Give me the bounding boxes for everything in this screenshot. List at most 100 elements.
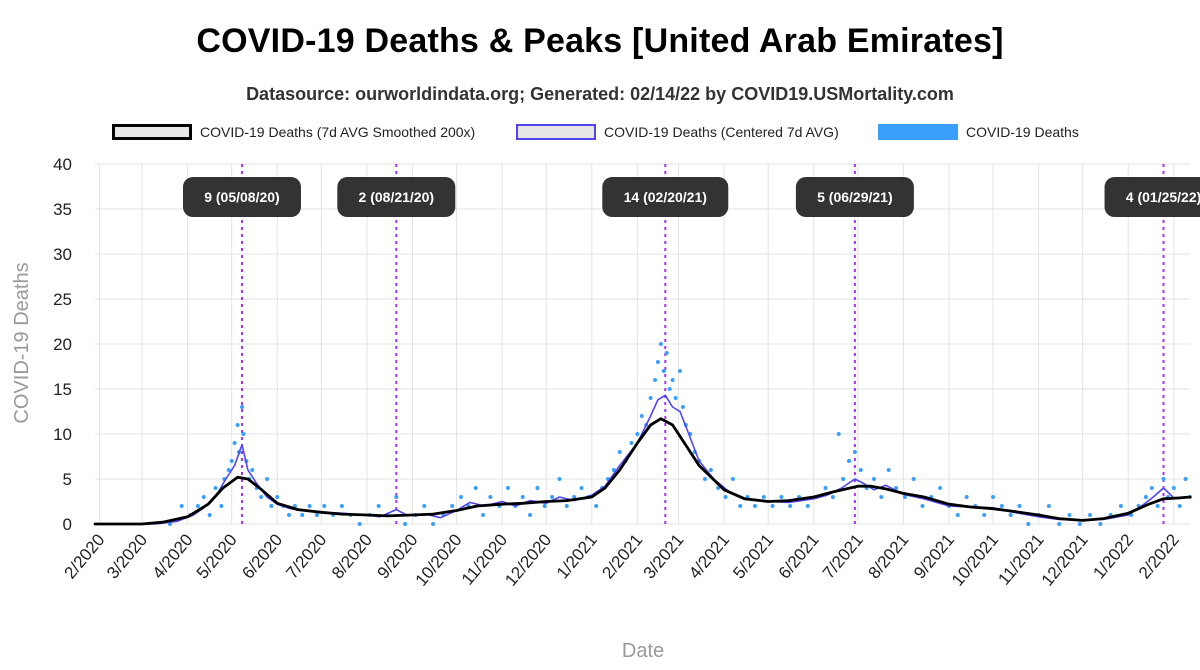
x-tick-label: 5/2021 [729, 530, 777, 582]
death-point [661, 369, 666, 373]
x-tick-label: 2/2020 [60, 530, 108, 582]
y-tick-label: 5 [63, 470, 72, 489]
death-point [579, 486, 584, 490]
death-point [702, 477, 707, 481]
death-point [481, 513, 486, 517]
death-point [858, 468, 863, 472]
x-tick-label: 8/2021 [864, 530, 912, 582]
death-point [680, 405, 685, 409]
death-point [431, 522, 436, 526]
y-tick-label: 20 [53, 335, 72, 354]
death-point [1143, 495, 1148, 499]
death-point [982, 513, 987, 517]
death-point [635, 432, 640, 436]
death-point [1088, 513, 1093, 517]
death-point [761, 495, 766, 499]
y-tick-label: 25 [53, 290, 72, 309]
death-point [770, 504, 775, 508]
death-point [1077, 522, 1082, 526]
death-point [422, 504, 427, 508]
death-point [528, 513, 533, 517]
death-point [871, 477, 876, 481]
death-point [403, 522, 408, 526]
x-tick-label: 5/2020 [193, 530, 241, 582]
x-tick-label: 6/2020 [238, 530, 286, 582]
x-tick-label: 4/2020 [149, 530, 197, 582]
peak-label-box [602, 177, 729, 217]
legend-swatch-centered [516, 124, 596, 140]
death-point [805, 504, 810, 508]
death-point [852, 450, 857, 454]
death-point [307, 504, 312, 508]
death-point [836, 432, 841, 436]
peak-label-layer: 9 (05/08/20) 2 (08/21/20) 14 (02/20/21) 5 (… [182, 177, 1200, 217]
death-point [667, 387, 672, 391]
death-point [902, 495, 907, 499]
grid-layer [95, 163, 1190, 525]
death-point [648, 396, 653, 400]
death-point [894, 486, 899, 490]
death-point [830, 495, 835, 499]
death-point [730, 477, 735, 481]
death-point [920, 504, 925, 508]
death-point [911, 477, 916, 481]
legend-item-centered: COVID-19 Deaths (Centered 7d AVG) [516, 124, 839, 140]
death-point [964, 495, 969, 499]
death-point [201, 495, 206, 499]
death-point [658, 342, 663, 346]
x-tick-label: 10/2020 [412, 530, 466, 589]
death-point [752, 504, 757, 508]
x-tick-label: 12/2020 [501, 530, 555, 589]
lines-layer [93, 394, 1192, 526]
legend-item-smoothed: COVID-19 Deaths (7d AVG Smoothed 200x) [112, 124, 475, 140]
death-point [1067, 513, 1072, 517]
death-point [738, 504, 743, 508]
x-tick-label: 2/2021 [598, 530, 646, 582]
death-point [1161, 477, 1166, 481]
death-point [213, 486, 218, 490]
death-point [1149, 486, 1154, 490]
death-point [938, 486, 943, 490]
y-tick-label: 40 [53, 155, 72, 174]
death-point [520, 495, 525, 499]
death-point [269, 504, 274, 508]
death-point [1026, 522, 1031, 526]
death-point [564, 504, 569, 508]
death-point [779, 495, 784, 499]
x-axis-title: Date [622, 640, 664, 662]
death-point [629, 441, 634, 445]
death-point [535, 486, 540, 490]
x-tick-label: 1/2022 [1089, 530, 1137, 582]
chart-legend: COVID-19 Deaths (7d AVG Smoothed 200x) C… [0, 124, 1200, 148]
death-point [1177, 504, 1182, 508]
peak-label: 4 (01/25/22) [1126, 189, 1200, 205]
death-point [670, 378, 675, 382]
x-tick-label: 3/2021 [640, 530, 688, 582]
x-tick-label: 4/2021 [685, 530, 733, 582]
death-point [1098, 522, 1103, 526]
death-point [376, 504, 381, 508]
peak-label-box [795, 177, 914, 217]
peak-label-box [337, 177, 456, 217]
death-point [847, 459, 852, 463]
death-point [241, 432, 246, 436]
y-tick-label: 0 [63, 515, 72, 534]
peak-label: 5 (06/29/21) [817, 189, 893, 205]
x-tick-label: 12/2021 [1038, 530, 1092, 589]
death-point [639, 414, 644, 418]
death-point [232, 441, 237, 445]
x-tick-label: 8/2020 [328, 530, 376, 582]
smoothed-avg-line [93, 417, 1192, 526]
death-point [1171, 486, 1176, 490]
death-point [1046, 504, 1051, 508]
y-tick-label: 10 [53, 425, 72, 444]
death-point [287, 513, 292, 517]
peak-label: 2 (08/21/20) [359, 189, 435, 205]
death-point [594, 504, 599, 508]
death-point [179, 504, 184, 508]
death-point [300, 513, 305, 517]
death-point [557, 477, 562, 481]
peak-label: 14 (02/20/21) [624, 189, 707, 205]
death-point [664, 351, 669, 355]
